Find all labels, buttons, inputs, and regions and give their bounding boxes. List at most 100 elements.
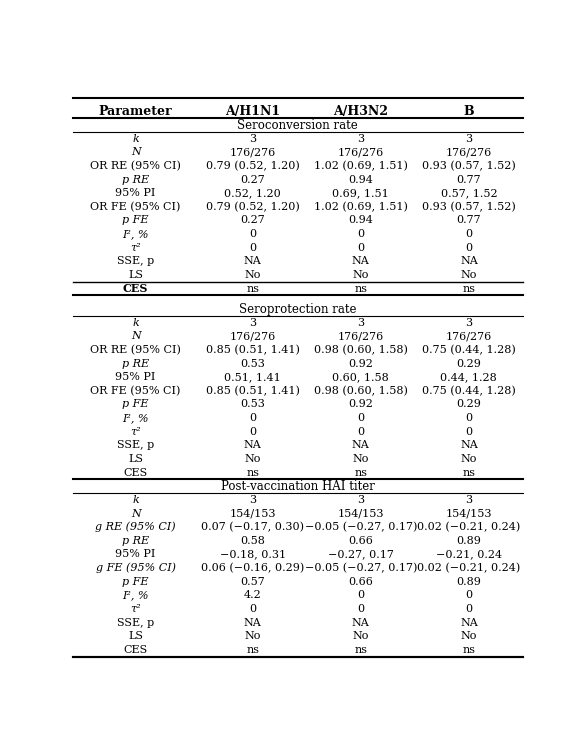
Text: 0.69, 1.51: 0.69, 1.51	[332, 188, 389, 198]
Text: NA: NA	[352, 617, 370, 628]
Text: 0: 0	[249, 229, 256, 239]
Text: 0.77: 0.77	[457, 215, 481, 225]
Text: 0.66: 0.66	[349, 577, 373, 587]
Text: NA: NA	[244, 256, 261, 266]
Text: p RE: p RE	[122, 359, 149, 369]
Text: 0: 0	[465, 243, 472, 253]
Text: LS: LS	[128, 454, 143, 464]
Text: 176/276: 176/276	[229, 331, 276, 341]
Text: τ²: τ²	[130, 243, 141, 253]
Text: SSE, p: SSE, p	[117, 441, 155, 450]
Text: 0.02 (−0.21, 0.24): 0.02 (−0.21, 0.24)	[417, 563, 521, 574]
Text: Post-vaccination HAI titer: Post-vaccination HAI titer	[221, 480, 375, 493]
Text: 0.44, 1.28: 0.44, 1.28	[440, 372, 497, 382]
Text: A/H1N1: A/H1N1	[225, 105, 280, 118]
Text: 0.02 (−0.21, 0.24): 0.02 (−0.21, 0.24)	[417, 522, 521, 532]
Text: Seroprotection rate: Seroprotection rate	[239, 302, 357, 316]
Text: NA: NA	[460, 617, 478, 628]
Text: 0.75 (0.44, 1.28): 0.75 (0.44, 1.28)	[422, 386, 516, 396]
Text: 0.93 (0.57, 1.52): 0.93 (0.57, 1.52)	[422, 201, 516, 212]
Text: 176/276: 176/276	[446, 147, 492, 158]
Text: g FE (95% CI): g FE (95% CI)	[96, 562, 175, 574]
Text: 176/276: 176/276	[446, 331, 492, 341]
Text: Seroconversion rate: Seroconversion rate	[238, 118, 358, 132]
Text: 176/276: 176/276	[338, 331, 384, 341]
Text: NA: NA	[460, 441, 478, 450]
Text: Parameter: Parameter	[99, 105, 173, 118]
Text: 3: 3	[357, 318, 364, 328]
Text: 0.51, 1.41: 0.51, 1.41	[224, 372, 281, 382]
Text: 0: 0	[465, 413, 472, 423]
Text: No: No	[461, 270, 477, 280]
Text: ns: ns	[354, 467, 367, 478]
Text: CES: CES	[124, 467, 148, 478]
Text: 0.60, 1.58: 0.60, 1.58	[332, 372, 389, 382]
Text: No: No	[245, 454, 261, 464]
Text: 0.27: 0.27	[241, 175, 265, 184]
Text: N: N	[131, 331, 141, 341]
Text: ns: ns	[462, 645, 475, 655]
Text: 0.77: 0.77	[457, 175, 481, 184]
Text: OR RE (95% CI): OR RE (95% CI)	[90, 160, 181, 171]
Text: No: No	[353, 632, 369, 641]
Text: 0.27: 0.27	[241, 215, 265, 225]
Text: 0.57: 0.57	[241, 577, 265, 587]
Text: ns: ns	[462, 467, 475, 478]
Text: LS: LS	[128, 632, 143, 641]
Text: ns: ns	[246, 284, 259, 293]
Text: 0: 0	[357, 591, 364, 600]
Text: OR FE (95% CI): OR FE (95% CI)	[91, 386, 181, 396]
Text: p FE: p FE	[123, 215, 149, 225]
Text: I², %: I², %	[123, 413, 149, 423]
Text: NA: NA	[244, 617, 261, 628]
Text: 0.85 (0.51, 1.41): 0.85 (0.51, 1.41)	[206, 345, 300, 355]
Text: ns: ns	[246, 645, 259, 655]
Text: NA: NA	[460, 256, 478, 266]
Text: 0.92: 0.92	[349, 359, 373, 369]
Text: τ²: τ²	[130, 426, 141, 437]
Text: ns: ns	[354, 284, 367, 293]
Text: −0.05 (−0.27, 0.17): −0.05 (−0.27, 0.17)	[304, 563, 417, 574]
Text: 0.93 (0.57, 1.52): 0.93 (0.57, 1.52)	[422, 160, 516, 171]
Text: 0.75 (0.44, 1.28): 0.75 (0.44, 1.28)	[422, 345, 516, 355]
Text: 0: 0	[465, 604, 472, 614]
Text: 154/153: 154/153	[229, 508, 276, 519]
Text: −0.21, 0.24: −0.21, 0.24	[436, 549, 502, 559]
Text: p RE: p RE	[122, 175, 149, 184]
Text: p FE: p FE	[123, 577, 149, 587]
Text: No: No	[461, 454, 477, 464]
Text: 3: 3	[249, 495, 256, 505]
Text: 3: 3	[465, 495, 472, 505]
Text: 154/153: 154/153	[338, 508, 384, 519]
Text: 0.89: 0.89	[457, 536, 481, 546]
Text: I², %: I², %	[123, 229, 149, 239]
Text: 0.29: 0.29	[457, 359, 481, 369]
Text: No: No	[353, 270, 369, 280]
Text: 0.66: 0.66	[349, 536, 373, 546]
Text: 0: 0	[357, 426, 364, 437]
Text: 0.94: 0.94	[349, 175, 373, 184]
Text: 0: 0	[465, 426, 472, 437]
Text: 95% PI: 95% PI	[116, 188, 156, 198]
Text: p RE: p RE	[122, 536, 149, 546]
Text: k: k	[132, 134, 139, 143]
Text: SSE, p: SSE, p	[117, 256, 155, 266]
Text: 0: 0	[465, 229, 472, 239]
Text: 3: 3	[465, 318, 472, 328]
Text: OR FE (95% CI): OR FE (95% CI)	[91, 201, 181, 212]
Text: 0.53: 0.53	[241, 359, 265, 369]
Text: 0.07 (−0.17, 0.30): 0.07 (−0.17, 0.30)	[201, 522, 304, 532]
Text: 1.02 (0.69, 1.51): 1.02 (0.69, 1.51)	[314, 160, 408, 171]
Text: 0.53: 0.53	[241, 400, 265, 409]
Text: 0: 0	[249, 243, 256, 253]
Text: OR RE (95% CI): OR RE (95% CI)	[90, 345, 181, 355]
Text: 0: 0	[357, 229, 364, 239]
Text: 4.2: 4.2	[244, 591, 261, 600]
Text: 3: 3	[357, 134, 364, 143]
Text: 0.57, 1.52: 0.57, 1.52	[440, 188, 497, 198]
Text: 0.98 (0.60, 1.58): 0.98 (0.60, 1.58)	[314, 345, 408, 355]
Text: 0: 0	[249, 413, 256, 423]
Text: 0.94: 0.94	[349, 215, 373, 225]
Text: 0.85 (0.51, 1.41): 0.85 (0.51, 1.41)	[206, 386, 300, 396]
Text: 0: 0	[357, 243, 364, 253]
